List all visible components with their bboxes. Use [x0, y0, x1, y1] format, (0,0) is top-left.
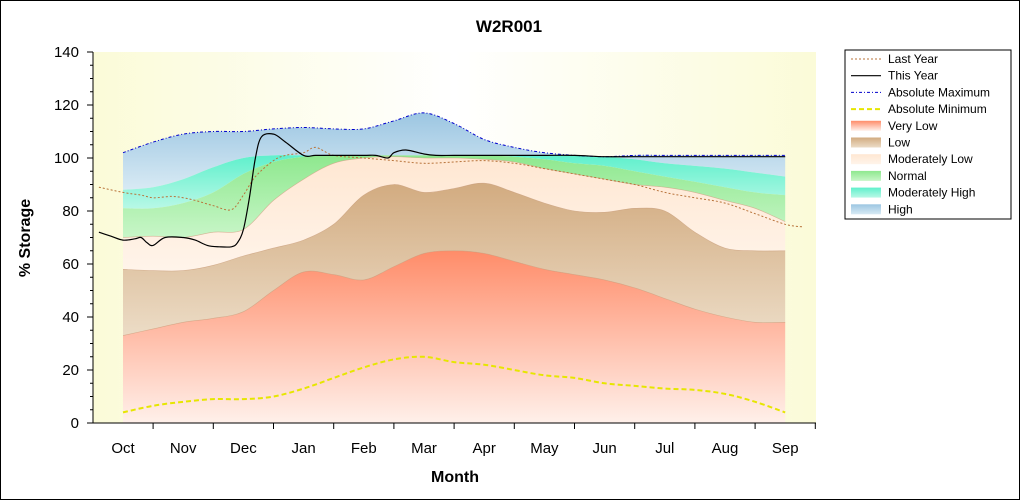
legend-swatch-very-low — [851, 120, 881, 131]
band-edge-1 — [122, 182, 786, 272]
legend-label-last-year: Last Year — [888, 52, 938, 66]
chart-title: W2R001 — [476, 17, 542, 36]
legend-swatch-high — [851, 204, 881, 215]
legend-swatch-normal — [851, 170, 881, 181]
y-tick-label: 140 — [54, 44, 79, 61]
x-tick-label-apr: Apr — [473, 440, 496, 457]
x-tick-label-may: May — [530, 440, 559, 457]
legend-label-moderately-low: Moderately Low — [888, 152, 973, 166]
x-tick-label-oct: Oct — [111, 440, 135, 457]
x-tick-label-nov: Nov — [170, 440, 197, 457]
series-lines — [98, 112, 804, 414]
legend-label-low: Low — [888, 136, 910, 150]
legend-label-this-year: This Year — [888, 69, 938, 83]
absolute-minimum-line — [122, 355, 786, 414]
band-low — [123, 183, 786, 336]
legend-label-normal: Normal — [888, 169, 927, 183]
x-tick-label-dec: Dec — [230, 440, 257, 457]
y-tick-label: 60 — [62, 256, 79, 273]
storage-bands — [122, 112, 786, 423]
x-tick-label-jan: Jan — [292, 440, 316, 457]
band-edge-0 — [122, 250, 786, 336]
y-axis-label: % Storage — [17, 199, 34, 277]
legend-label-moderately-high: Moderately High — [888, 186, 975, 200]
x-tick-label-sep: Sep — [772, 440, 799, 457]
y-tick-label: 20 — [62, 362, 79, 379]
legend: Last Year This Year Absolute Maximum Absolu… — [844, 49, 1012, 220]
legend-label-high: High — [888, 202, 913, 216]
x-tick-label-mar: Mar — [411, 440, 437, 457]
x-tick-label-jul: Jul — [655, 440, 674, 457]
last-year-line — [98, 146, 804, 228]
this-year-line — [98, 132, 786, 248]
legend-swatch-moderately-high — [851, 187, 881, 198]
axes: 0 20 40 60 80 100 120 140 Oct Nov Dec Jan Feb Mar Apr M… — [54, 44, 816, 457]
x-tick-label-feb: Feb — [351, 440, 377, 457]
absolute-maximum-line — [122, 112, 786, 158]
band-normal — [123, 155, 786, 238]
legend-label-absolute-maximum: Absolute Maximum — [888, 85, 990, 99]
x-axis-label: Month — [431, 469, 479, 486]
y-tick-label: 80 — [62, 203, 79, 220]
legend-label-absolute-minimum: Absolute Minimum — [888, 102, 987, 116]
legend-label-very-low: Very Low — [888, 119, 938, 133]
legend-swatch-low — [851, 137, 881, 148]
band-edge-2 — [122, 156, 786, 238]
legend-swatch-moderately-low — [851, 154, 881, 165]
x-tick-label-jun: Jun — [593, 440, 617, 457]
x-tick-label-aug: Aug — [712, 440, 739, 457]
y-tick-label: 100 — [54, 150, 79, 167]
y-tick-label: 40 — [62, 309, 79, 326]
band-high — [123, 112, 786, 190]
band-very-low — [123, 250, 786, 423]
y-tick-label: 0 — [71, 415, 79, 432]
band-moderately-low — [123, 156, 786, 272]
y-tick-label: 120 — [54, 97, 79, 114]
